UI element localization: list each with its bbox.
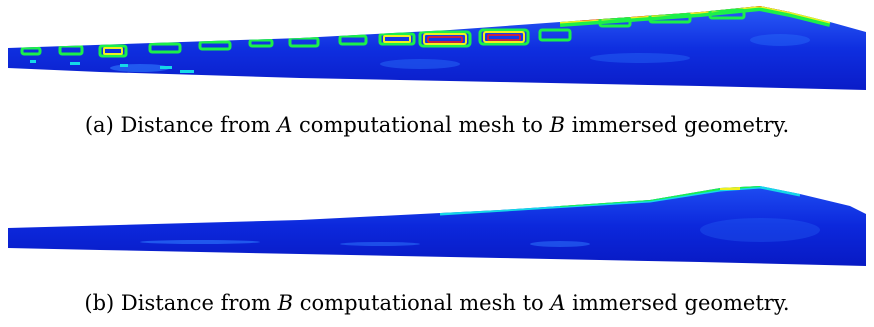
figure-b-label: (b) bbox=[84, 291, 115, 315]
figure-b-caption-text-2: computational mesh to bbox=[293, 291, 551, 315]
figure-a-label: (a) bbox=[84, 113, 114, 137]
figure-a-caption-var-1: A bbox=[277, 113, 293, 137]
figure-b-caption-var-2: A bbox=[550, 291, 566, 315]
figure-b-caption: (b) Distance from B computational mesh t… bbox=[0, 290, 874, 316]
blade-surface-b bbox=[8, 186, 866, 266]
figure-b-caption-text-3: immersed geometry. bbox=[565, 291, 790, 315]
figure-a-svg bbox=[8, 6, 866, 90]
figure-a-distance-plot bbox=[0, 0, 874, 104]
figure-b-caption-text-1: Distance from bbox=[120, 291, 278, 315]
figure-a-caption-text-2: computational mesh to bbox=[292, 113, 550, 137]
figure-a-caption-text-1: Distance from bbox=[120, 113, 278, 137]
blade-surface-a bbox=[8, 6, 866, 90]
figure-a-caption: (a) Distance from A computational mesh t… bbox=[0, 112, 874, 138]
figure-b-caption-var-1: B bbox=[277, 291, 294, 315]
figure-b-svg bbox=[8, 186, 866, 266]
figure-b-distance-plot bbox=[0, 178, 874, 270]
figure-a-caption-var-2: B bbox=[549, 113, 566, 137]
figure-a-caption-text-3: immersed geometry. bbox=[565, 113, 790, 137]
